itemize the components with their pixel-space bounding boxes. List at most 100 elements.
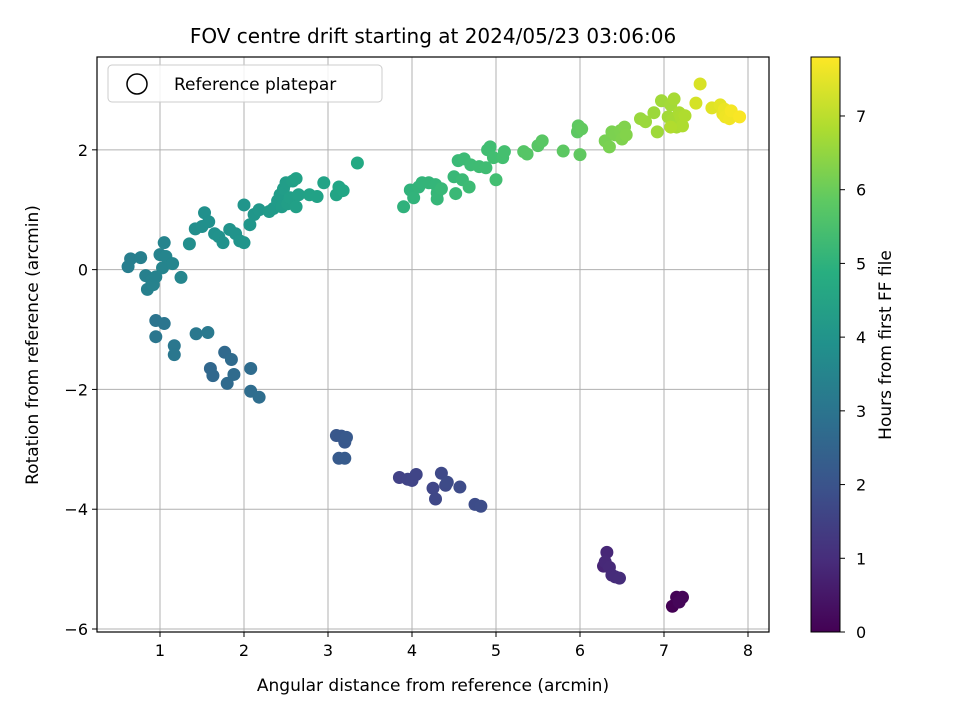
data-point <box>407 191 421 205</box>
x-tick-label: 2 <box>239 641 249 660</box>
data-point <box>317 176 331 190</box>
colorbar-label: Hours from first FF file <box>876 250 896 440</box>
data-point <box>434 182 448 196</box>
data-point <box>733 110 747 124</box>
data-point <box>497 145 511 159</box>
x-tick-label: 6 <box>575 641 585 660</box>
data-point <box>237 198 251 212</box>
axes-frame <box>96 56 770 633</box>
data-point <box>292 188 306 202</box>
colorbar-tick-label: 7 <box>856 107 866 126</box>
data-point <box>429 492 443 506</box>
data-point <box>575 122 589 136</box>
data-point <box>489 173 503 187</box>
data-point <box>619 128 633 142</box>
data-point <box>664 120 678 134</box>
data-point <box>397 200 411 214</box>
data-point <box>462 180 476 194</box>
legend-entry-label: Reference platepar <box>174 75 336 95</box>
x-tick-label: 7 <box>659 641 669 660</box>
chart-title: FOV centre drift starting at 2024/05/23 … <box>190 24 676 48</box>
colorbar-tick-label: 3 <box>856 402 866 421</box>
data-point <box>689 96 703 110</box>
legend: Reference platepar <box>107 64 383 103</box>
data-point <box>602 140 616 154</box>
colorbar-gradient <box>810 56 841 633</box>
data-point <box>440 475 454 489</box>
data-point <box>157 236 171 250</box>
data-point <box>479 161 493 175</box>
data-point <box>678 109 692 123</box>
data-point <box>243 218 257 232</box>
data-point <box>201 326 215 340</box>
data-point <box>675 119 689 133</box>
legend-marker <box>126 73 148 95</box>
colorbar-ticks: 0 1 2 3 4 5 6 7 <box>840 107 866 642</box>
data-point <box>310 190 324 204</box>
data-point <box>216 236 230 250</box>
data-point <box>167 348 181 362</box>
data-point <box>426 481 440 495</box>
data-point <box>486 151 500 165</box>
data-point <box>237 236 251 250</box>
data-point <box>650 125 664 139</box>
data-point <box>667 92 681 106</box>
data-point <box>156 261 170 275</box>
data-point <box>612 571 626 585</box>
colorbar: 0 1 2 3 4 5 6 7 Hours from first FF file <box>810 56 896 642</box>
y-tick-label: 2 <box>78 141 88 160</box>
data-point <box>227 367 241 381</box>
data-point <box>600 545 614 559</box>
colorbar-tick-label: 5 <box>856 254 866 273</box>
y-tick-label: −2 <box>64 380 88 399</box>
colorbar-tick-label: 6 <box>856 181 866 200</box>
data-point <box>149 330 163 344</box>
data-point <box>182 237 196 251</box>
data-point <box>244 361 258 375</box>
x-tick-label: 8 <box>743 641 753 660</box>
x-axis-label: Angular distance from reference (arcmin) <box>257 676 609 696</box>
x-tick-label: 4 <box>407 641 417 660</box>
data-point <box>224 352 238 366</box>
colorbar-tick-label: 1 <box>856 549 866 568</box>
data-point <box>206 369 220 383</box>
data-point <box>693 77 707 91</box>
data-point <box>167 339 181 353</box>
data-point <box>483 140 497 154</box>
data-point <box>409 467 423 481</box>
data-point <box>220 376 234 390</box>
x-tick-label: 3 <box>323 641 333 660</box>
data-point <box>556 144 570 158</box>
data-point <box>573 148 587 162</box>
data-point <box>174 270 188 284</box>
data-point <box>474 499 488 513</box>
x-tick-label: 5 <box>491 641 501 660</box>
data-point <box>639 115 653 129</box>
data-point <box>166 257 180 271</box>
data-point <box>350 156 364 170</box>
data-point <box>336 184 350 198</box>
data-point <box>535 134 549 148</box>
colorbar-tick-label: 4 <box>856 328 866 347</box>
data-point <box>202 215 216 229</box>
y-tick-label: −6 <box>64 620 88 639</box>
legend-frame <box>107 64 383 103</box>
data-point <box>647 106 661 120</box>
data-point <box>338 451 352 465</box>
data-point <box>449 187 463 201</box>
plot-area: 1 2 3 4 5 6 7 8 −6 −4 −2 0 2 <box>64 56 770 660</box>
data-point <box>149 270 163 284</box>
data-point <box>672 595 686 609</box>
data-point <box>289 200 303 214</box>
colorbar-tick-label: 2 <box>856 476 866 495</box>
data-point <box>134 251 148 265</box>
y-tick-label: 0 <box>78 261 88 280</box>
data-point <box>520 147 534 161</box>
x-tick-label: 1 <box>155 641 165 660</box>
data-point <box>157 317 171 331</box>
colorbar-tick-label: 0 <box>856 623 866 642</box>
data-point <box>189 327 203 341</box>
data-point <box>339 430 353 444</box>
data-point <box>124 252 138 266</box>
